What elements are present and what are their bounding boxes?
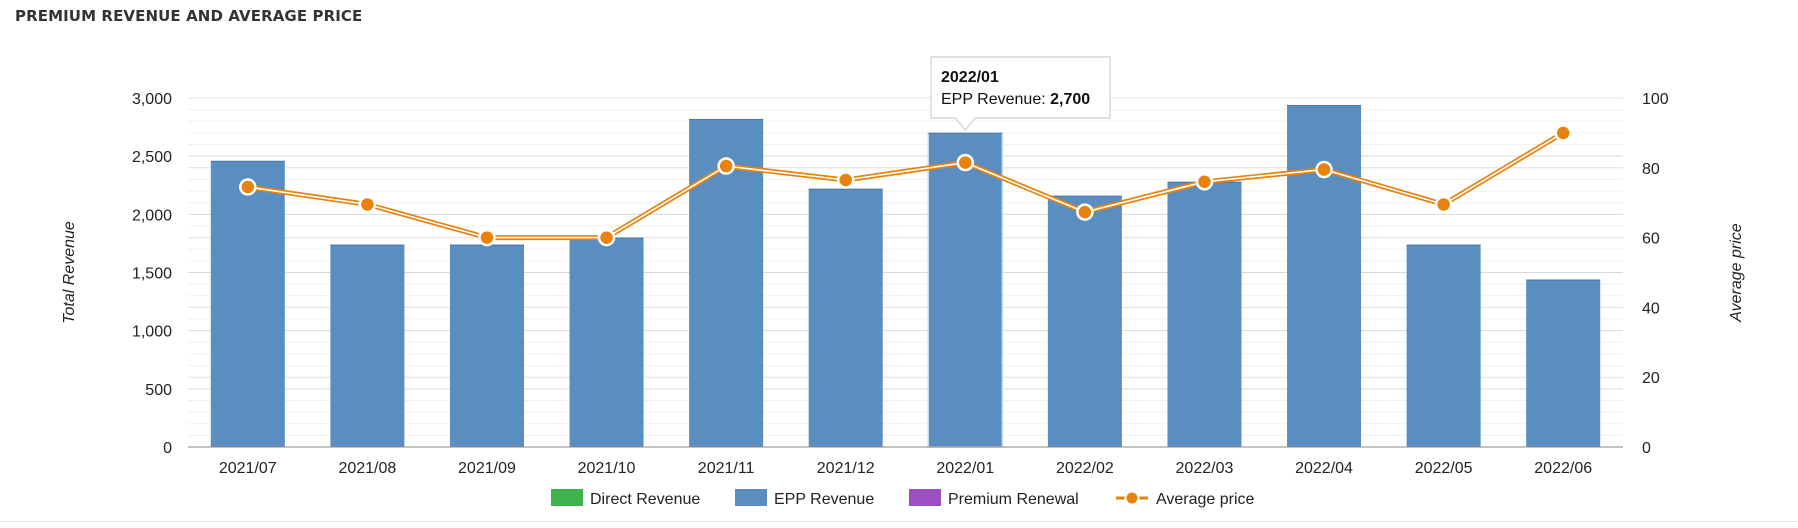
tooltip-value-line: EPP Revenue: 2,700 — [941, 91, 1090, 108]
bar-epp-revenue — [569, 237, 644, 447]
line-point — [836, 171, 855, 189]
y-right-tick-label: 40 — [1642, 300, 1660, 317]
y-left-tick-label: 1,500 — [132, 266, 172, 283]
tooltip-title: 2022/01 — [941, 69, 999, 86]
line-point — [239, 178, 257, 196]
x-tick-label: 2022/05 — [1415, 460, 1473, 477]
bar-epp-revenue — [449, 244, 524, 447]
legend-item-epp-revenue: EPP Revenue — [735, 489, 874, 508]
series-line-average-price-inner — [247, 132, 1564, 239]
y-right-axis-title: Average price — [1728, 223, 1745, 323]
line-point — [478, 228, 496, 247]
x-tick-label: 2022/06 — [1534, 460, 1592, 477]
legend-item-direct-revenue: Direct Revenue — [551, 489, 700, 508]
x-tick-label: 2021/09 — [458, 460, 516, 477]
tooltip-box — [930, 56, 1111, 131]
tooltip: 2022/01 EPP Revenue: 2,700 — [930, 56, 1111, 131]
legend-point-swatch — [1124, 490, 1140, 506]
bar-epp-revenue — [1287, 104, 1362, 447]
tooltip-series-label: EPP Revenue: — [941, 91, 1050, 108]
legend-item-premium-renewal: Premium Renewal — [909, 489, 1079, 508]
x-tick-label: 2021/12 — [817, 460, 875, 477]
y-left-tick-label: 0 — [163, 440, 172, 457]
series-line-average-price — [247, 130, 1565, 241]
line-point — [1195, 173, 1214, 191]
legend-label: Direct Revenue — [590, 491, 700, 508]
line-point — [956, 153, 975, 172]
legend-item-average-price: Average price — [1116, 490, 1255, 508]
line-point — [1315, 160, 1333, 179]
legend-swatch — [551, 489, 583, 506]
legend-label: EPP Revenue — [774, 491, 874, 508]
x-tick-label: 2021/07 — [219, 460, 277, 477]
line-point — [1434, 195, 1453, 214]
panel-title: PREMIUM REVENUE AND AVERAGE PRICE — [15, 7, 363, 25]
y-right-tick-label: 80 — [1642, 161, 1660, 178]
x-tick-label: 2021/08 — [338, 460, 396, 477]
bar-epp-revenue — [808, 188, 883, 448]
x-tick-label: 2022/01 — [936, 460, 994, 477]
x-tick-label: 2022/04 — [1295, 460, 1353, 477]
x-tick-label: 2021/11 — [698, 460, 755, 477]
legend-swatch — [735, 489, 767, 506]
y-left-tick-label: 2,500 — [132, 149, 172, 166]
y-right-tick-label: 20 — [1642, 370, 1660, 387]
y-left-tick-label: 1,000 — [132, 324, 172, 341]
y-left-tick-label: 3,000 — [132, 91, 172, 108]
line-point — [1554, 124, 1572, 142]
x-tick-label: 2022/02 — [1056, 460, 1114, 477]
bar-epp-revenue — [927, 132, 1004, 448]
bar-epp-revenue — [330, 244, 405, 447]
legend-label: Average price — [1156, 491, 1255, 508]
bar-epp-revenue — [210, 160, 285, 447]
x-tick-label: 2021/10 — [578, 460, 636, 477]
y-right-tick-label: 0 — [1642, 440, 1651, 457]
y-left-axis-title: Total Revenue — [61, 221, 78, 324]
bar-epp-revenue — [1167, 181, 1242, 447]
bar-epp-revenue — [1526, 279, 1601, 447]
y-right-tick-label: 60 — [1642, 231, 1660, 248]
legend-swatch — [909, 489, 941, 506]
bar-epp-revenue — [1406, 244, 1481, 447]
y-right-tick-label: 100 — [1642, 91, 1669, 108]
tooltip-value: 2,700 — [1050, 91, 1090, 108]
y-left-tick-label: 500 — [145, 382, 172, 399]
y-left-tick-label: 2,000 — [132, 207, 172, 224]
line-point — [717, 157, 735, 175]
line-point — [358, 195, 377, 214]
legend-label: Premium Renewal — [948, 491, 1079, 508]
bar-epp-revenue — [1047, 195, 1122, 447]
line-point — [597, 228, 616, 247]
x-tick-label: 2022/03 — [1176, 460, 1234, 477]
line-point — [1076, 203, 1094, 221]
divider — [0, 521, 1798, 522]
